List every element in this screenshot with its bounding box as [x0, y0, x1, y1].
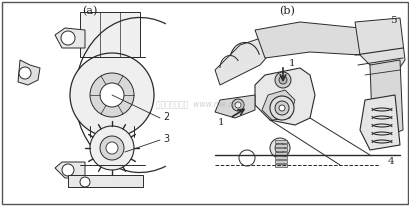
Circle shape: [274, 143, 284, 153]
Bar: [274, 160, 286, 163]
Bar: [274, 144, 286, 147]
Text: (a): (a): [82, 6, 98, 17]
Circle shape: [270, 138, 289, 158]
Polygon shape: [261, 90, 294, 120]
Polygon shape: [254, 68, 314, 125]
Text: 5: 5: [389, 15, 396, 24]
Circle shape: [281, 107, 287, 113]
Polygon shape: [55, 28, 85, 48]
Text: 汽车维修技术网  www.me.com: 汽车维修技术网 www.me.com: [155, 101, 244, 110]
Bar: [274, 152, 286, 155]
Circle shape: [278, 105, 284, 111]
Circle shape: [70, 53, 154, 137]
Circle shape: [19, 67, 31, 79]
Circle shape: [100, 136, 124, 160]
Bar: [80, 12, 139, 57]
Bar: [274, 156, 286, 159]
Text: (b): (b): [279, 6, 294, 17]
Circle shape: [277, 103, 291, 117]
Polygon shape: [359, 95, 399, 150]
Circle shape: [234, 102, 240, 108]
Polygon shape: [18, 60, 40, 85]
Bar: [68, 175, 143, 187]
Circle shape: [80, 177, 90, 187]
Circle shape: [274, 101, 288, 115]
Text: 2: 2: [163, 112, 169, 122]
Circle shape: [238, 150, 254, 166]
Text: 4: 4: [387, 158, 393, 167]
Circle shape: [61, 31, 75, 45]
Circle shape: [62, 164, 74, 176]
Circle shape: [90, 126, 134, 170]
Polygon shape: [55, 162, 85, 178]
Polygon shape: [214, 95, 254, 118]
Circle shape: [106, 142, 118, 154]
Circle shape: [270, 96, 293, 120]
Circle shape: [90, 73, 134, 117]
Polygon shape: [254, 22, 369, 58]
Text: 1: 1: [288, 59, 295, 68]
Circle shape: [100, 83, 124, 107]
Circle shape: [231, 99, 243, 111]
Polygon shape: [214, 35, 279, 85]
Bar: [274, 164, 286, 167]
Circle shape: [274, 72, 290, 88]
Text: 3: 3: [163, 134, 169, 144]
Polygon shape: [354, 18, 404, 75]
Circle shape: [278, 76, 286, 84]
Text: 1: 1: [218, 119, 224, 127]
Bar: [274, 148, 286, 151]
Bar: [274, 140, 286, 143]
Polygon shape: [369, 60, 402, 135]
